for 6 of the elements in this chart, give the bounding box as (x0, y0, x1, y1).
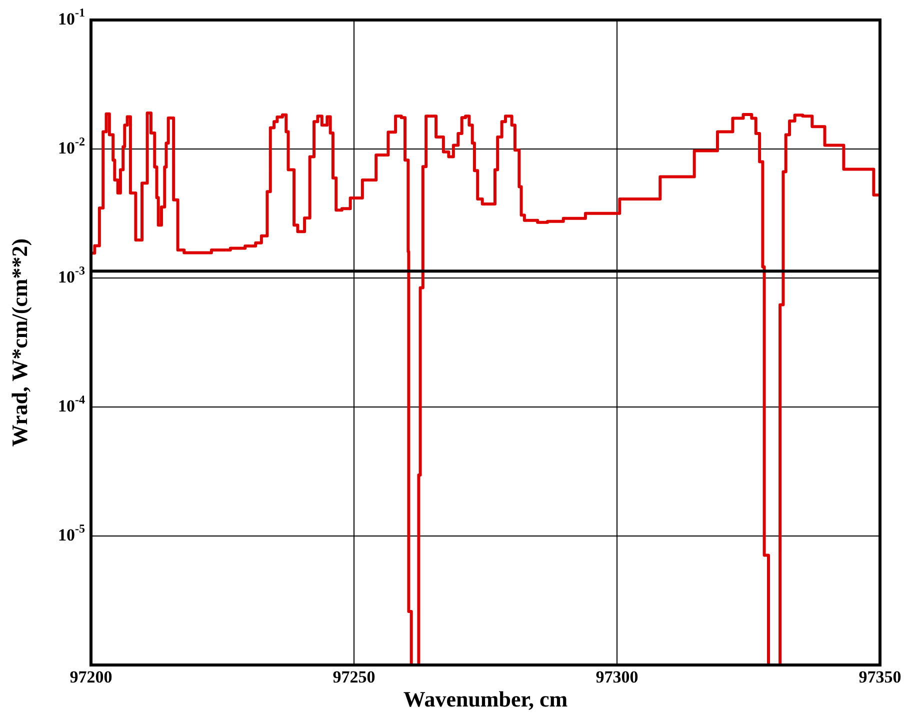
x-tick-label: 97300 (596, 668, 638, 687)
y-axis-title: Wrad, W*cm/(cm**2) (6, 238, 32, 447)
x-axis-title: Wavenumber, cm (403, 686, 568, 712)
x-tick-label: 97200 (70, 668, 112, 687)
x-tick-label: 97350 (858, 668, 902, 687)
x-tick-label: 97250 (332, 668, 376, 687)
